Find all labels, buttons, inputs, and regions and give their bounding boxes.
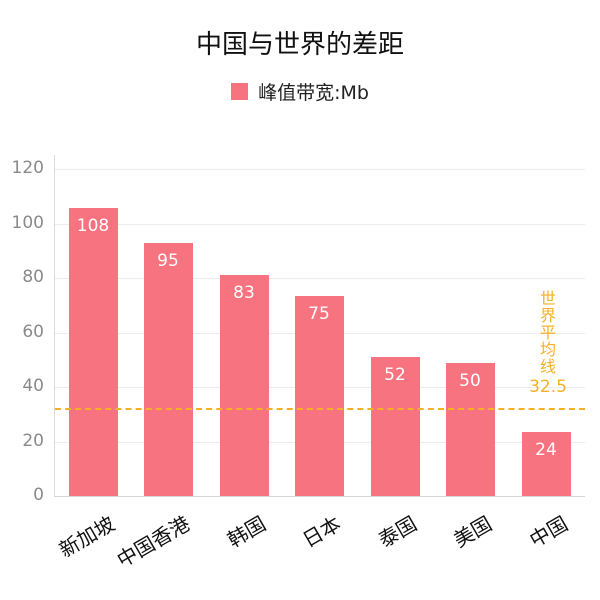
average-line [55, 408, 585, 411]
bar-value-label: 52 [384, 365, 406, 386]
bar-value-label: 75 [308, 303, 330, 324]
gridline [55, 169, 585, 170]
x-tick-label: 中国 [525, 511, 572, 553]
bar-value-label: 50 [459, 370, 481, 391]
y-axis-line [54, 155, 55, 497]
bar[interactable]: 95 [143, 242, 193, 496]
average-label-char: 平 [539, 323, 556, 342]
bar[interactable]: 52 [370, 357, 420, 496]
average-label-char: 均 [539, 340, 556, 359]
bar-value-label: 24 [535, 439, 557, 460]
average-label-char: 界 [539, 306, 556, 325]
bar[interactable]: 50 [445, 362, 495, 496]
average-label-char: 线 [539, 357, 556, 376]
bar-value-label: 83 [233, 282, 255, 303]
bar[interactable]: 108 [68, 207, 118, 496]
chart-title: 中国与世界的差距 [195, 30, 404, 60]
x-tick-label: 中国香港 [112, 511, 194, 573]
average-value-label: 32.5 [529, 377, 567, 397]
bar-value-label: 95 [157, 250, 179, 271]
y-tick-label: 60 [22, 321, 44, 342]
y-tick-label: 80 [22, 267, 44, 287]
legend-label: 峰值带宽:Mb [258, 82, 369, 104]
gridline [55, 223, 585, 225]
x-tick-label: 日本 [298, 511, 345, 553]
x-tick-label: 韩国 [223, 511, 270, 553]
x-tick-label: 泰国 [374, 511, 421, 553]
bar[interactable]: 24 [521, 431, 571, 496]
bar[interactable]: 75 [294, 295, 344, 496]
x-tick-label: 美国 [449, 511, 496, 553]
bar[interactable]: 83 [219, 274, 269, 496]
y-tick-label: 100 [11, 212, 44, 233]
y-tick-label: 40 [22, 376, 44, 396]
average-label-char: 世 [539, 289, 556, 308]
gridline [55, 278, 585, 279]
y-tick-label: 20 [22, 430, 44, 451]
y-tick-label: 120 [11, 158, 44, 178]
y-tick-label: 0 [33, 485, 44, 505]
legend: 峰值带宽:Mb [0, 78, 600, 105]
bar-value-label: 108 [76, 215, 110, 236]
x-tick-label: 新加坡 [55, 511, 119, 563]
legend-swatch-icon [231, 83, 249, 100]
x-axis-line [54, 496, 585, 497]
average-line-label: 世界平均线 32.5 [528, 290, 568, 396]
